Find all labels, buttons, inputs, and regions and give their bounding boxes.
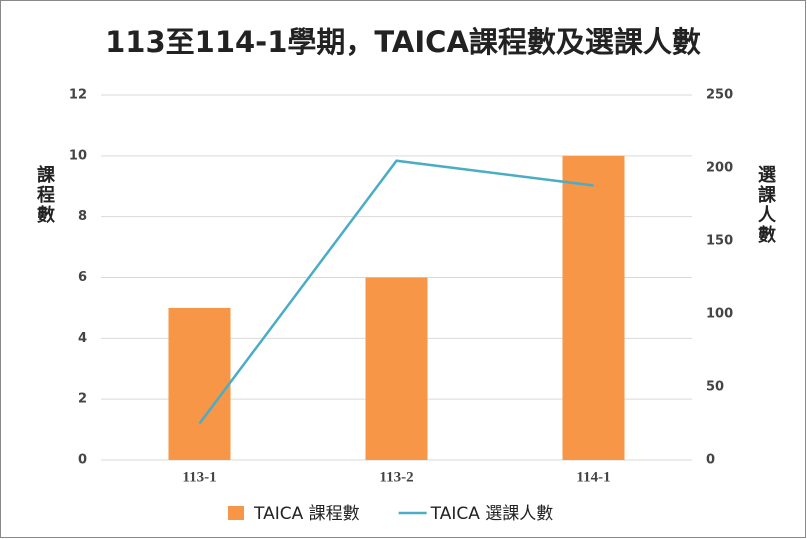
legend-label: TAICA 課程數 bbox=[253, 504, 360, 524]
bar bbox=[562, 155, 625, 461]
y2-tick-label: 0 bbox=[706, 453, 715, 468]
y-tick-label: 2 bbox=[78, 392, 87, 407]
x-tick-label: 113-2 bbox=[379, 469, 413, 485]
legend-label: TAICA 選課人數 bbox=[430, 504, 554, 524]
y2-tick-label: 250 bbox=[706, 88, 733, 103]
bar bbox=[168, 307, 231, 460]
legend-swatch bbox=[228, 506, 244, 520]
y2-tick-label: 50 bbox=[706, 380, 724, 395]
y2-tick-label: 100 bbox=[706, 307, 733, 322]
x-tick-label: 114-1 bbox=[576, 469, 610, 485]
y-tick-label: 8 bbox=[78, 209, 87, 224]
y-tick-label: 0 bbox=[78, 453, 87, 468]
y2-tick-label: 150 bbox=[706, 234, 733, 249]
y-tick-label: 10 bbox=[69, 148, 87, 163]
y-tick-label: 6 bbox=[78, 270, 87, 285]
y-tick-label: 4 bbox=[78, 331, 87, 346]
y-tick-label: 12 bbox=[69, 88, 87, 103]
bar bbox=[365, 277, 428, 460]
x-tick-label: 113-1 bbox=[182, 469, 216, 485]
y-axis-title: 課程數 bbox=[34, 164, 55, 225]
line bbox=[198, 159, 594, 425]
y2-axis-title: 選課人數 bbox=[755, 165, 776, 245]
chart-title: 113至114-1學期，TAICA課程數及選課人數 bbox=[105, 25, 701, 59]
y2-tick-label: 200 bbox=[706, 161, 733, 176]
